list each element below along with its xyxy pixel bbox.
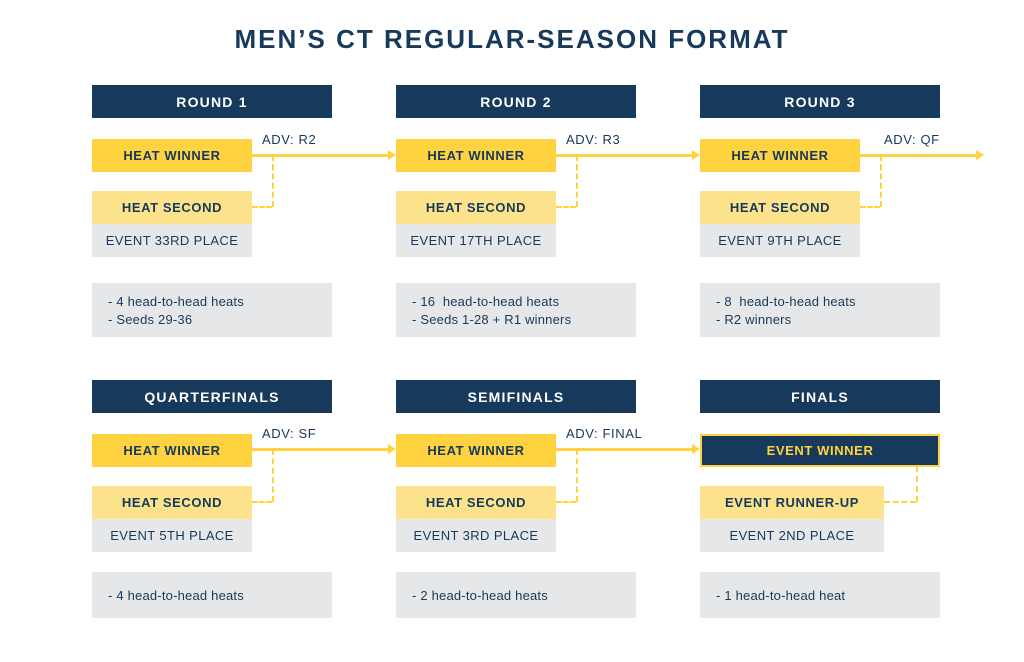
round-1-heat-second-bar: HEAT SECOND xyxy=(92,191,252,224)
dashed-connector-r2 xyxy=(556,206,576,208)
dashed-connector-qf xyxy=(252,501,272,503)
adv-label-r2: ADV: R2 xyxy=(262,132,317,147)
finals-header: FINALS xyxy=(700,380,940,413)
round-3-heat-second-bar: HEAT SECOND xyxy=(700,191,860,224)
note-line: - 8 head-to-head heats xyxy=(716,293,856,309)
quarterfinals-heat-winner-bar: HEAT WINNER xyxy=(92,434,252,467)
round-2-place-bar: EVENT 17TH PLACE xyxy=(396,224,556,257)
dashed-connector-r1-vertical xyxy=(272,155,274,207)
dashed-connector-finals xyxy=(884,501,916,503)
round-3-notes-box: - 8 head-to-head heats - R2 winners xyxy=(700,283,940,337)
quarterfinals-place-bar: EVENT 5TH PLACE xyxy=(92,519,252,552)
note-line: - 4 head-to-head heats xyxy=(108,293,244,309)
arrow-qf-to-sf xyxy=(252,448,388,451)
semifinals-heat-winner-bar: HEAT WINNER xyxy=(396,434,556,467)
adv-label-r3: ADV: R3 xyxy=(566,132,621,147)
round-2-notes-box: - 16 head-to-head heats - Seeds 1-28 + R… xyxy=(396,283,636,337)
arrowhead-r2-to-r3-icon xyxy=(692,150,700,160)
dashed-connector-sf-vertical xyxy=(576,449,578,502)
round-2-heat-second-bar: HEAT SECOND xyxy=(396,191,556,224)
dashed-connector-r3-vertical xyxy=(880,155,882,207)
semifinals-place-bar: EVENT 3RD PLACE xyxy=(396,519,556,552)
arrow-r2-to-r3 xyxy=(556,154,692,157)
round-1-heat-winner-bar: HEAT WINNER xyxy=(92,139,252,172)
round-3-heat-winner-bar: HEAT WINNER xyxy=(700,139,860,172)
arrowhead-sf-to-final-icon xyxy=(692,444,700,454)
finals-notes-box: - 1 head-to-head heat xyxy=(700,572,940,618)
dashed-connector-r2-vertical xyxy=(576,155,578,207)
note-line: - Seeds 29-36 xyxy=(108,311,193,327)
quarterfinals-notes-box: - 4 head-to-head heats xyxy=(92,572,332,618)
round-1-header: ROUND 1 xyxy=(92,85,332,118)
dashed-connector-r3 xyxy=(860,206,880,208)
note-line: - Seeds 1-28 + R1 winners xyxy=(412,311,572,327)
note-line: - 4 head-to-head heats xyxy=(108,587,244,603)
round-3-section: ROUND 3 HEAT WINNER HEAT SECOND EVENT 9T… xyxy=(700,85,940,345)
note-line: - 1 head-to-head heat xyxy=(716,587,846,603)
note-line: - 16 head-to-head heats xyxy=(412,293,560,309)
finals-runner-up-bar: EVENT RUNNER-UP xyxy=(700,486,884,519)
finals-section: FINALS EVENT WINNER EVENT RUNNER-UP EVEN… xyxy=(700,380,940,640)
round-2-heat-winner-bar: HEAT WINNER xyxy=(396,139,556,172)
semifinals-notes-box: - 2 head-to-head heats xyxy=(396,572,636,618)
round-1-notes-box: - 4 head-to-head heats - Seeds 29-36 xyxy=(92,283,332,337)
adv-label-final: ADV: FINAL xyxy=(566,426,643,441)
dashed-connector-finals-vertical xyxy=(916,466,918,502)
page-title: MEN’S CT REGULAR-SEASON FORMAT xyxy=(234,24,790,54)
arrow-sf-to-final xyxy=(556,448,692,451)
arrowhead-r1-to-r2-icon xyxy=(388,150,396,160)
semifinals-section: SEMIFINALS HEAT WINNER HEAT SECOND EVENT… xyxy=(396,380,636,640)
semifinals-header: SEMIFINALS xyxy=(396,380,636,413)
dashed-connector-r1 xyxy=(252,206,272,208)
round-2-section: ROUND 2 HEAT WINNER HEAT SECOND EVENT 17… xyxy=(396,85,636,345)
adv-label-qf: ADV: QF xyxy=(884,132,940,147)
quarterfinals-header: QUARTERFINALS xyxy=(92,380,332,413)
quarterfinals-heat-second-bar: HEAT SECOND xyxy=(92,486,252,519)
round-1-section: ROUND 1 HEAT WINNER HEAT SECOND EVENT 33… xyxy=(92,85,332,345)
quarterfinals-section: QUARTERFINALS HEAT WINNER HEAT SECOND EV… xyxy=(92,380,332,640)
dashed-connector-sf xyxy=(556,501,576,503)
round-3-place-bar: EVENT 9TH PLACE xyxy=(700,224,860,257)
dashed-connector-qf-vertical xyxy=(272,449,274,502)
arrowhead-r3-to-qf-icon xyxy=(976,150,984,160)
round-2-header: ROUND 2 xyxy=(396,85,636,118)
round-3-header: ROUND 3 xyxy=(700,85,940,118)
arrow-r1-to-r2 xyxy=(252,154,388,157)
finals-event-winner-bar: EVENT WINNER xyxy=(700,434,940,467)
finals-place-bar: EVENT 2ND PLACE xyxy=(700,519,884,552)
arrow-r3-to-qf xyxy=(860,154,976,157)
adv-label-sf: ADV: SF xyxy=(262,426,317,441)
semifinals-heat-second-bar: HEAT SECOND xyxy=(396,486,556,519)
note-line: - R2 winners xyxy=(716,311,792,327)
arrowhead-qf-to-sf-icon xyxy=(388,444,396,454)
round-1-place-bar: EVENT 33RD PLACE xyxy=(92,224,252,257)
note-line: - 2 head-to-head heats xyxy=(412,587,548,603)
